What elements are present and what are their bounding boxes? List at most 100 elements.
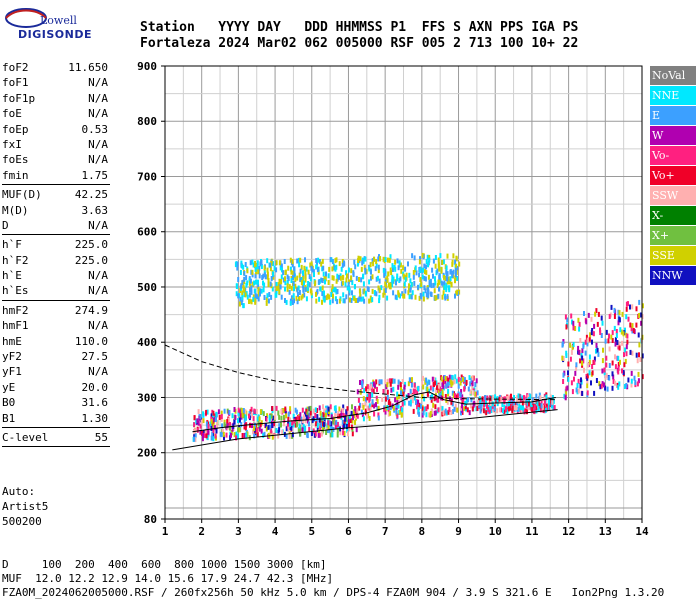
echo-mark: [316, 267, 319, 273]
echo-mark: [629, 322, 632, 328]
echo-mark: [418, 259, 421, 265]
echo-mark: [241, 433, 244, 438]
param-label: hmF2: [2, 303, 29, 317]
echo-mark: [233, 432, 236, 438]
echo-mark: [580, 352, 583, 358]
echo-mark: [428, 254, 431, 260]
echo-mark: [454, 267, 457, 273]
echo-mark: [405, 272, 408, 278]
echo-mark: [317, 257, 320, 263]
echo-mark: [346, 431, 349, 437]
echo-mark: [294, 422, 297, 428]
echo-mark: [635, 306, 638, 312]
echo-mark: [445, 376, 448, 382]
echo-mark: [235, 431, 238, 437]
echo-mark: [612, 374, 615, 380]
echo-mark: [614, 341, 617, 347]
echo-mark: [438, 392, 441, 398]
echo-mark: [289, 257, 292, 263]
echo-mark: [249, 287, 251, 293]
echo-mark: [360, 409, 363, 415]
param-row: B0 31.6: [2, 395, 110, 410]
echo-mark: [423, 285, 426, 291]
echo-mark: [243, 432, 246, 438]
echo-mark: [335, 419, 338, 425]
echo-mark: [272, 433, 275, 439]
echo-mark: [291, 420, 294, 426]
echo-mark: [358, 288, 361, 294]
echo-mark: [422, 392, 425, 398]
echo-mark: [570, 313, 573, 319]
echo-mark: [434, 380, 437, 386]
param-row: foF2 11.650: [2, 60, 110, 75]
echo-mark: [428, 257, 431, 263]
echo-mark: [304, 269, 307, 275]
echo-mark: [443, 284, 446, 290]
echo-mark: [610, 304, 613, 310]
echo-mark: [290, 425, 293, 431]
echo-mark: [572, 342, 575, 348]
echo-mark: [447, 279, 450, 285]
echo-mark: [282, 414, 285, 420]
echo-mark: [525, 403, 528, 409]
echo-mark: [484, 395, 487, 400]
echo-mark: [448, 407, 451, 412]
echo-mark: [206, 425, 209, 430]
echo-mark: [431, 267, 434, 273]
echo-mark: [474, 391, 477, 397]
echo-mark: [483, 402, 486, 408]
echo-mark: [578, 326, 581, 332]
param-value: N/A: [88, 137, 108, 151]
header-labels: Station YYYY DAY DDD HHMMSS P1 FFS S AXN…: [140, 20, 579, 35]
echo-mark: [460, 374, 463, 380]
echo-mark: [324, 279, 326, 285]
echo-mark: [359, 291, 362, 297]
echo-mark: [546, 406, 549, 412]
echo-mark: [614, 337, 617, 343]
echo-mark: [364, 408, 367, 414]
y-tick-label: 400: [137, 336, 157, 349]
echo-mark: [365, 386, 368, 392]
echo-mark: [358, 405, 361, 411]
echo-mark: [384, 268, 387, 274]
echo-mark: [321, 258, 324, 264]
echo-mark: [196, 427, 199, 433]
echo-mark: [469, 403, 472, 409]
echo-mark: [300, 264, 303, 270]
echo-mark: [596, 321, 599, 327]
echo-mark: [320, 422, 323, 428]
echo-mark: [469, 381, 472, 387]
echo-mark: [331, 259, 334, 264]
echo-mark: [407, 290, 410, 296]
echo-mark: [343, 430, 346, 436]
echo-mark: [533, 398, 536, 404]
echo-mark: [610, 334, 613, 340]
echo-mark: [210, 413, 213, 419]
echo-mark: [605, 355, 608, 361]
param-value: N/A: [88, 153, 108, 167]
echo-mark: [432, 273, 434, 279]
echo-mark: [344, 416, 347, 422]
echo-mark: [305, 408, 308, 414]
param-separator: [2, 184, 110, 186]
echo-mark: [637, 378, 640, 384]
echo-mark: [623, 384, 626, 389]
echo-mark: [235, 435, 238, 441]
echo-mark: [567, 361, 570, 367]
echo-mark: [369, 295, 372, 301]
echo-mark: [518, 403, 521, 409]
echo-mark: [450, 374, 453, 380]
y-tick-label: 900: [137, 60, 157, 73]
echo-mark: [433, 410, 436, 416]
echo-mark: [441, 260, 444, 265]
echo-mark: [300, 295, 303, 301]
echo-mark: [265, 416, 268, 422]
echo-mark: [324, 276, 327, 282]
echo-mark: [574, 326, 577, 331]
echo-mark: [271, 423, 274, 429]
echo-mark: [290, 295, 293, 301]
echo-mark: [310, 261, 313, 267]
echo-mark: [441, 294, 444, 300]
echo-mark: [322, 265, 325, 271]
echo-mark: [195, 418, 198, 424]
